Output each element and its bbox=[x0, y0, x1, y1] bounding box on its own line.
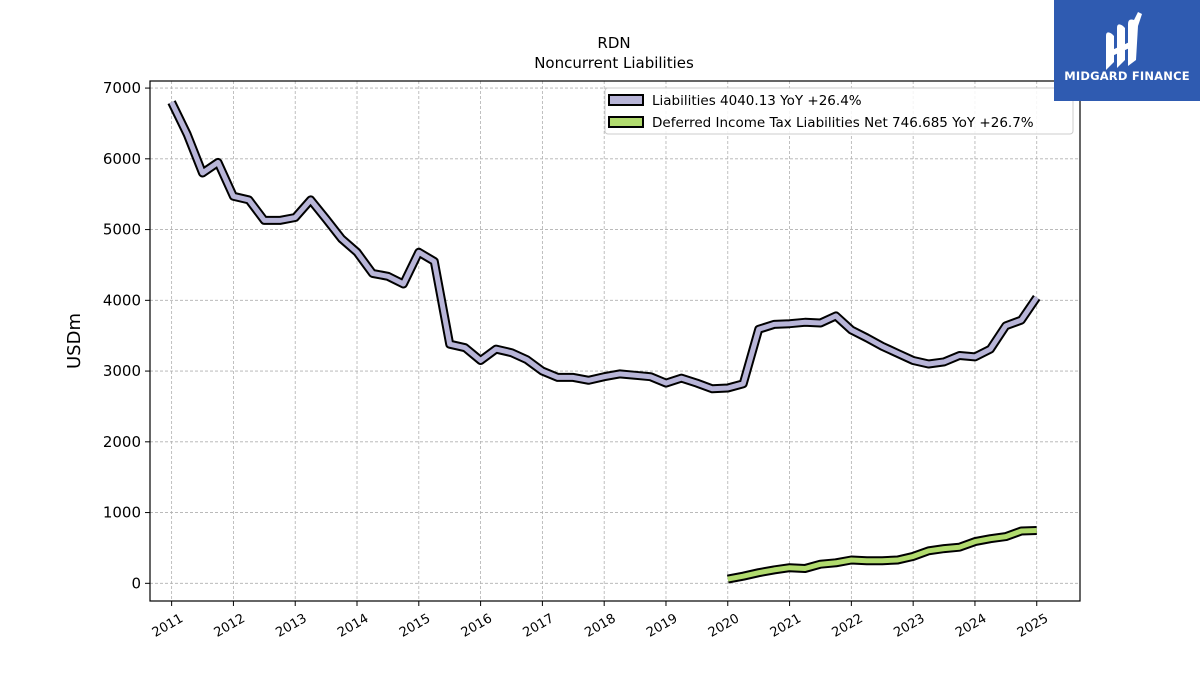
logo-text: MIDGARD FINANCE bbox=[1064, 69, 1190, 83]
y-tick-label: 5000 bbox=[103, 221, 141, 239]
y-tick-label: 3000 bbox=[103, 362, 141, 380]
series-layer bbox=[167, 100, 1041, 584]
y-tick-label: 1000 bbox=[103, 504, 141, 522]
y-axis-label: USDm bbox=[64, 313, 85, 369]
x-tick-label: 2020 bbox=[706, 611, 742, 641]
x-tick-label: 2017 bbox=[521, 611, 557, 641]
x-tick-label: 2018 bbox=[582, 611, 618, 641]
legend-label: Deferred Income Tax Liabilities Net 746.… bbox=[652, 115, 1034, 131]
midgard-finance-logo: MIDGARD FINANCE bbox=[1054, 0, 1200, 101]
y-tick-label: 6000 bbox=[103, 150, 141, 168]
x-tick-label: 2012 bbox=[212, 611, 248, 641]
x-tick-label: 2022 bbox=[830, 611, 866, 641]
x-tick-label: 2011 bbox=[150, 611, 186, 641]
series-1-line bbox=[727, 528, 1037, 582]
y-tick-label: 7000 bbox=[103, 79, 141, 97]
x-axis: 2011 2012 2013 2014 2015 2016 2017 2018 2019 2020… bbox=[150, 601, 1051, 641]
legend-box bbox=[604, 87, 1074, 135]
x-tick-label: 2019 bbox=[644, 611, 680, 641]
chart-subtitle: Noncurrent Liabilities bbox=[534, 54, 694, 72]
legend: Liabilities 4040.13 YoY +26.4% Deferred I… bbox=[604, 87, 1074, 135]
legend-swatch bbox=[608, 116, 644, 128]
legend-label: Liabilities 4040.13 YoY +26.4% bbox=[652, 93, 862, 109]
legend-swatch bbox=[608, 94, 644, 106]
series-0-outline bbox=[167, 100, 1041, 394]
series-0-line bbox=[169, 101, 1039, 392]
x-tick-label: 2021 bbox=[768, 611, 804, 641]
y-axis: 0 1000 2000 3000 4000 5000 6000 7000 bbox=[103, 79, 150, 592]
x-tick-label: 2016 bbox=[459, 611, 495, 641]
x-tick-label: 2023 bbox=[891, 611, 927, 641]
x-tick-label: 2025 bbox=[1015, 611, 1051, 641]
x-tick-label: 2015 bbox=[397, 611, 433, 641]
y-tick-label: 4000 bbox=[103, 291, 141, 309]
x-tick-label: 2013 bbox=[273, 611, 309, 641]
plot-frame bbox=[149, 80, 1081, 602]
x-tick-label: 2024 bbox=[953, 611, 989, 641]
y-tick-label: 2000 bbox=[103, 433, 141, 451]
x-tick-label: 2014 bbox=[335, 611, 371, 641]
y-tick-label: 0 bbox=[131, 574, 141, 592]
logo-mark-icon bbox=[1106, 12, 1142, 70]
grid bbox=[150, 81, 1080, 601]
chart-title: RDN bbox=[597, 34, 630, 52]
